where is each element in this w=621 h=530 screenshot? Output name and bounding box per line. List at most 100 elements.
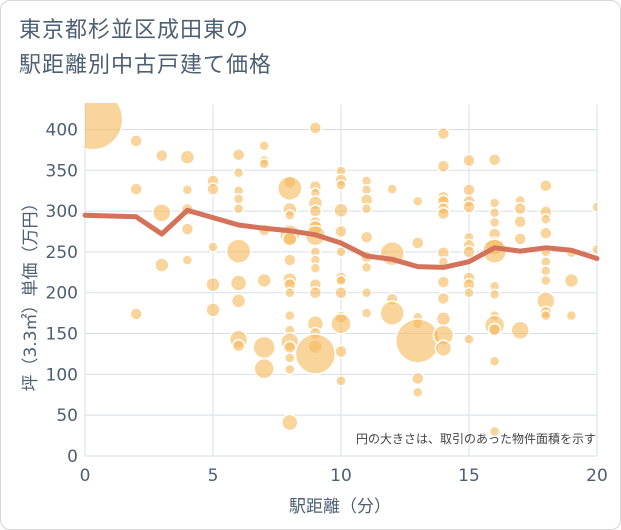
y-tick-label: 0	[67, 447, 78, 467]
trend-line	[82, 207, 600, 270]
data-bubble	[488, 425, 501, 438]
data-bubble	[591, 201, 597, 213]
data-bubble	[154, 257, 170, 273]
data-bubble	[488, 216, 501, 229]
data-bubble	[231, 339, 246, 353]
x-tick-label: 0	[80, 466, 91, 486]
data-bubble	[206, 182, 220, 196]
data-bubble	[565, 309, 578, 322]
data-bubble	[386, 183, 398, 195]
tick-labels: 0 50 100 150 200 250 300 350 400 0 5 10 15 20	[46, 120, 608, 486]
chart-title-line-1: 東京都杉並区成田東の	[19, 18, 250, 43]
data-bubble	[284, 309, 296, 322]
data-bubble	[334, 344, 348, 359]
data-bubble	[487, 152, 502, 167]
y-tick-label: 350	[46, 161, 78, 181]
data-bubble	[333, 202, 349, 219]
data-bubble	[232, 193, 245, 205]
data-bubble	[513, 214, 527, 229]
y-tick-label: 200	[46, 284, 78, 304]
data-bubble	[231, 148, 246, 162]
data-bubble	[334, 224, 348, 239]
data-bubble	[335, 246, 347, 258]
data-bubble	[335, 375, 347, 387]
data-bubble	[540, 213, 552, 226]
bubble-layer	[85, 103, 597, 438]
x-tick-label: 15	[458, 466, 480, 486]
data-bubble	[462, 200, 476, 214]
data-bubble	[335, 274, 347, 287]
data-bubble	[435, 311, 452, 327]
data-bubble	[411, 371, 425, 386]
data-bubble	[283, 340, 297, 355]
chart-title: 東京都杉並区成田東の 駅距離別中古戸建て価格	[19, 13, 272, 83]
data-bubble	[540, 274, 552, 287]
x-tick-label: 10	[330, 466, 352, 486]
data-bubble	[462, 245, 476, 259]
data-bubble	[205, 302, 221, 318]
data-bubble	[412, 386, 424, 399]
data-bubble	[462, 153, 476, 168]
data-bubble	[463, 333, 475, 346]
data-bubble	[152, 202, 172, 223]
data-bubble	[411, 236, 425, 250]
data-bubble	[360, 202, 373, 215]
x-axis-title: 駅距離（分）	[289, 497, 391, 517]
data-bubble	[334, 285, 348, 300]
y-axis-title: 坪（3.3㎡）単価（万円）	[21, 194, 41, 391]
data-bubble	[540, 264, 552, 277]
data-bubble	[539, 226, 553, 240]
data-bubble	[129, 182, 143, 196]
data-bubble	[360, 307, 373, 319]
data-bubble	[412, 195, 424, 208]
x-tick-label: 5	[208, 466, 219, 486]
data-bubble	[359, 230, 374, 244]
data-bubble	[436, 206, 451, 221]
data-bubble	[463, 286, 475, 299]
y-tick-label: 100	[46, 365, 78, 385]
data-bubble	[179, 149, 196, 165]
data-bubble	[252, 335, 276, 360]
data-bubble	[395, 318, 441, 364]
data-bubble	[510, 320, 530, 341]
data-bubble	[436, 275, 451, 289]
data-bubble	[360, 286, 373, 299]
data-bubble	[487, 322, 502, 337]
data-bubble	[258, 140, 270, 152]
data-bubble	[488, 355, 501, 368]
data-bubble	[436, 126, 451, 141]
data-bubble	[207, 241, 219, 253]
data-bubble	[155, 148, 169, 163]
data-bubble	[229, 274, 248, 292]
data-bubble	[256, 272, 272, 289]
y-tick-label: 400	[46, 120, 78, 140]
data-bubble	[284, 286, 296, 299]
data-bubble	[379, 300, 405, 326]
data-bubble	[513, 201, 527, 216]
data-bubble	[181, 254, 194, 266]
y-tick-label: 300	[46, 202, 78, 222]
data-bubble	[284, 209, 296, 221]
data-bubble	[540, 309, 552, 322]
data-bubble	[129, 307, 143, 321]
data-bubble	[591, 243, 597, 256]
data-bubble	[309, 262, 322, 275]
data-bubble	[284, 363, 296, 376]
data-bubble	[225, 238, 252, 264]
data-bubble	[283, 253, 297, 267]
data-bubble	[181, 184, 194, 196]
size-note: 円の大きさは、取引のあった物件面積を示す	[356, 431, 596, 446]
y-tick-label: 50	[56, 406, 78, 426]
data-bubble	[335, 179, 347, 191]
data-bubble	[488, 206, 501, 219]
data-bubble	[308, 285, 323, 300]
data-bubble	[434, 339, 453, 358]
data-bubble	[539, 179, 553, 193]
x-tick-label: 20	[586, 466, 608, 486]
data-bubble	[129, 134, 143, 148]
data-bubble	[205, 276, 221, 293]
data-bubble	[308, 204, 323, 218]
data-bubble	[277, 175, 303, 202]
